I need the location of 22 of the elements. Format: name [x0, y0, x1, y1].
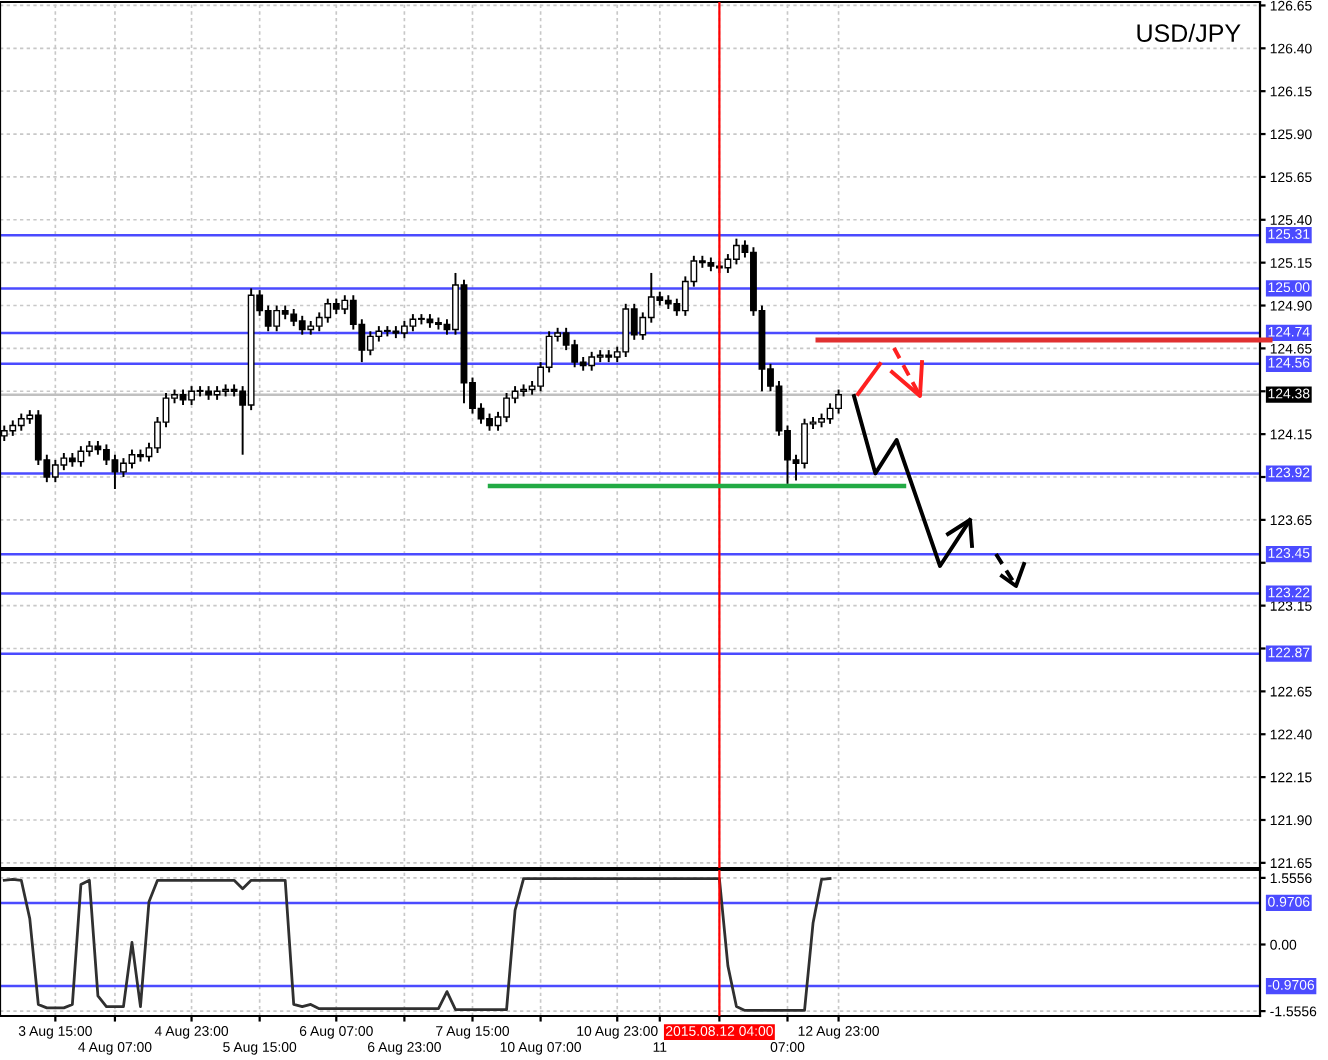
candlestick: [188, 385, 195, 406]
text: USD/JPY: [1137, 23, 1241, 43]
candlestick: [51, 458, 59, 484]
candlestick: [588, 350, 596, 372]
candlestick: [120, 457, 127, 478]
candlestick: [801, 417, 808, 470]
candlestick: [324, 297, 332, 324]
candlestick: [732, 237, 740, 266]
candlestick: [622, 302, 630, 358]
candlestick: [724, 253, 732, 274]
candlestick: [835, 388, 843, 415]
candlestick: [366, 330, 374, 357]
candlestick: [571, 338, 579, 369]
line-series: [2, 877, 832, 1012]
candlestick: [503, 392, 510, 424]
candlestick: [273, 304, 281, 333]
candlestick: [77, 445, 85, 468]
candlestick: [315, 311, 323, 333]
candlestick: [128, 448, 136, 470]
candlestick: [102, 443, 110, 466]
candlestick: [298, 314, 306, 336]
candlestick: [111, 453, 119, 490]
